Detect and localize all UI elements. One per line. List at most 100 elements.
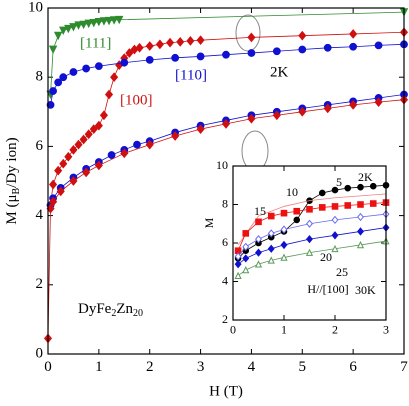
data-point bbox=[356, 241, 365, 249]
data-point bbox=[69, 23, 78, 32]
data-point bbox=[79, 134, 88, 145]
data-point bbox=[331, 231, 339, 240]
data-point bbox=[82, 167, 91, 178]
x-tick-label: 1 bbox=[95, 359, 103, 375]
data-point bbox=[323, 103, 332, 114]
data-point bbox=[69, 176, 78, 186]
data-point bbox=[298, 106, 307, 117]
data-point bbox=[242, 242, 250, 251]
data-point bbox=[145, 139, 154, 150]
data-point bbox=[344, 184, 352, 192]
data-point bbox=[94, 160, 103, 171]
data-point bbox=[171, 53, 180, 62]
y-tick-label: 4 bbox=[36, 207, 44, 223]
x-tick-label: 2 bbox=[146, 359, 154, 375]
data-point bbox=[242, 230, 250, 237]
data-point bbox=[133, 140, 141, 149]
x-tick-label: 2 bbox=[332, 323, 338, 337]
ellipse bbox=[235, 14, 261, 52]
data-point bbox=[69, 68, 78, 76]
data-point bbox=[255, 248, 262, 257]
data-point bbox=[357, 183, 364, 191]
data-point bbox=[196, 35, 205, 46]
data-point bbox=[49, 87, 57, 95]
data-point bbox=[104, 16, 114, 26]
annotation: [110] bbox=[175, 67, 207, 83]
y-tick-label: 10 bbox=[28, 0, 43, 15]
data-point bbox=[305, 248, 314, 256]
x-tick-label: 0 bbox=[230, 323, 236, 337]
data-point bbox=[306, 206, 313, 213]
data-point bbox=[349, 100, 358, 110]
data-point bbox=[64, 151, 73, 162]
data-point bbox=[247, 32, 256, 43]
data-point bbox=[272, 47, 281, 56]
annotation: 5 bbox=[336, 175, 342, 189]
data-point bbox=[110, 72, 119, 83]
data-point bbox=[120, 58, 129, 67]
x-tick-label: 4 bbox=[248, 359, 256, 375]
data-point bbox=[196, 52, 205, 61]
y-tick-label: 8 bbox=[36, 69, 44, 85]
data-point bbox=[79, 20, 88, 30]
data-point bbox=[56, 186, 65, 197]
x-tick-label: 1 bbox=[281, 323, 287, 337]
data-point bbox=[331, 186, 339, 194]
data-point bbox=[74, 21, 83, 30]
x-axis-label: H (T) bbox=[209, 383, 243, 399]
data-point bbox=[94, 120, 103, 131]
data-point bbox=[221, 119, 231, 129]
data-point bbox=[48, 45, 58, 55]
sample-label-part: 2 bbox=[111, 308, 116, 319]
data-point bbox=[267, 229, 275, 238]
data-point bbox=[135, 42, 144, 53]
x-tick-label: 0 bbox=[44, 359, 52, 375]
data-point bbox=[125, 48, 134, 58]
annotation: [100] bbox=[120, 92, 153, 108]
y-axis-label: M bbox=[202, 217, 216, 228]
data-point bbox=[280, 225, 288, 234]
data-point bbox=[280, 240, 288, 250]
data-point bbox=[171, 131, 180, 141]
data-point bbox=[104, 89, 114, 100]
data-point bbox=[49, 196, 58, 207]
sample-label-part: Zn bbox=[116, 301, 133, 317]
x-tick-label: 7 bbox=[400, 359, 408, 375]
data-point bbox=[298, 30, 307, 41]
x-axis-label: H//[100] bbox=[307, 282, 348, 296]
data-point bbox=[267, 212, 275, 220]
data-point bbox=[255, 235, 262, 244]
data-point bbox=[267, 256, 275, 264]
data-point bbox=[374, 41, 383, 50]
data-point bbox=[234, 271, 242, 280]
y-axis-label-part: B bbox=[11, 187, 22, 194]
ellipse bbox=[241, 130, 269, 172]
data-point bbox=[145, 41, 154, 51]
data-point bbox=[331, 203, 339, 210]
data-point bbox=[298, 45, 307, 54]
y-tick-label: 2 bbox=[222, 312, 228, 326]
data-point bbox=[114, 15, 124, 25]
data-point bbox=[357, 212, 364, 222]
annotation: 20 bbox=[320, 250, 332, 264]
data-point bbox=[255, 218, 262, 226]
data-point bbox=[247, 49, 256, 57]
data-point bbox=[145, 56, 154, 64]
data-point bbox=[349, 42, 358, 51]
data-point bbox=[120, 148, 129, 159]
data-point bbox=[196, 124, 205, 134]
data-point bbox=[109, 16, 119, 25]
data-point bbox=[293, 216, 301, 224]
data-point bbox=[107, 151, 116, 159]
data-point bbox=[357, 227, 364, 236]
y-tick-label: 0 bbox=[36, 345, 44, 361]
annotation: 2K bbox=[358, 170, 373, 184]
data-point bbox=[84, 129, 93, 140]
y-tick-label: 6 bbox=[36, 138, 44, 154]
annotation: [111] bbox=[80, 35, 111, 51]
data-point bbox=[59, 73, 68, 82]
y-axis-label-part: M (μ bbox=[4, 194, 20, 224]
data-point bbox=[234, 252, 242, 261]
data-point bbox=[234, 260, 242, 269]
data-point bbox=[222, 50, 230, 59]
